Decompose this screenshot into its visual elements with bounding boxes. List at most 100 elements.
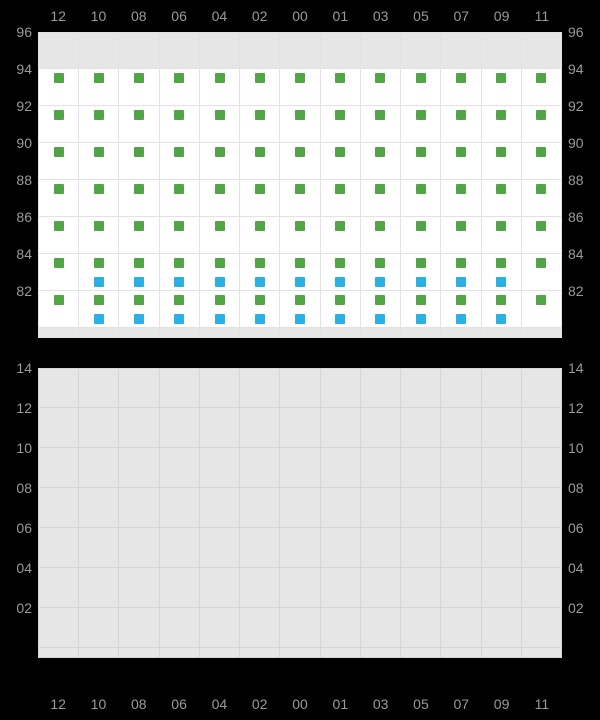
row-label: 14 — [566, 348, 596, 388]
grid-cell — [522, 254, 562, 291]
grid-cell — [240, 180, 280, 217]
grid-cell — [160, 648, 200, 658]
grid-cell — [38, 69, 79, 106]
marker-blue — [255, 314, 265, 324]
grid-cell — [482, 291, 522, 328]
grid-cell — [200, 328, 240, 338]
grid-cell — [522, 180, 562, 217]
column-label: 08 — [119, 696, 159, 712]
grid-cell — [482, 180, 522, 217]
grid-cell — [441, 488, 481, 528]
row-label: 04 — [566, 548, 596, 588]
marker-blue — [496, 314, 506, 324]
grid-cell — [79, 448, 119, 488]
column-label: 03 — [361, 696, 401, 712]
column-label: 01 — [320, 8, 360, 24]
grid-row — [38, 143, 562, 180]
marker-green — [215, 73, 225, 83]
grid-cell — [240, 328, 280, 338]
column-label: 10 — [78, 696, 118, 712]
marker-green — [496, 221, 506, 231]
grid-cell — [321, 488, 361, 528]
marker-blue — [134, 314, 144, 324]
grid-cell — [280, 291, 320, 328]
marker-green — [496, 110, 506, 120]
grid-cell — [401, 488, 441, 528]
grid-cell — [482, 217, 522, 254]
grid-cell — [482, 328, 522, 338]
grid-cell — [240, 648, 280, 658]
grid-cell — [240, 291, 280, 328]
column-label: 02 — [240, 696, 280, 712]
marker-green — [416, 184, 426, 194]
grid-cell — [321, 291, 361, 328]
column-label: 05 — [401, 8, 441, 24]
grid-cell — [240, 217, 280, 254]
marker-green — [174, 73, 184, 83]
marker-green — [54, 184, 64, 194]
grid-cell — [119, 291, 159, 328]
grid-cell — [401, 448, 441, 488]
grid-cell — [38, 180, 79, 217]
column-label: 08 — [119, 8, 159, 24]
column-label: 07 — [441, 696, 481, 712]
grid-row — [38, 568, 562, 608]
grid-cell — [401, 254, 441, 291]
marker-blue — [456, 314, 466, 324]
grid-cell — [401, 32, 441, 69]
grid-cell — [361, 488, 401, 528]
grid-cell — [119, 648, 159, 658]
grid-cell — [401, 291, 441, 328]
grid-cell — [522, 328, 562, 338]
grid-cell — [38, 143, 79, 180]
row-label: 92 — [566, 88, 596, 125]
grid-cell — [240, 448, 280, 488]
column-label: 06 — [159, 696, 199, 712]
grid-cell — [401, 106, 441, 143]
column-label: 04 — [199, 8, 239, 24]
grid-cell — [482, 408, 522, 448]
grid-cell — [160, 180, 200, 217]
grid-row — [38, 32, 562, 69]
grid-cell — [119, 69, 159, 106]
grid-cell — [321, 106, 361, 143]
marker-green — [536, 295, 546, 305]
seating-map: 12100806040200010305070911 9694929088868… — [0, 0, 600, 720]
grid-cell — [441, 106, 481, 143]
grid-cell — [38, 106, 79, 143]
marker-green — [134, 184, 144, 194]
grid-cell — [361, 568, 401, 608]
grid-cell — [160, 143, 200, 180]
grid-cell — [38, 368, 79, 408]
grid-cell — [321, 408, 361, 448]
grid-cell — [38, 254, 79, 291]
marker-green — [375, 221, 385, 231]
grid-cell — [361, 217, 401, 254]
column-label: 03 — [361, 8, 401, 24]
column-label: 00 — [280, 8, 320, 24]
grid-cell — [522, 143, 562, 180]
grid-cell — [160, 568, 200, 608]
marker-green — [496, 295, 506, 305]
marker-green — [54, 147, 64, 157]
marker-green — [255, 258, 265, 268]
grid-cell — [280, 608, 320, 648]
grid-row-half — [38, 328, 562, 347]
grid-cell — [441, 408, 481, 448]
grid-cell — [240, 568, 280, 608]
grid-cell — [119, 254, 159, 291]
grid-cell — [160, 488, 200, 528]
grid-cell — [361, 328, 401, 338]
row-label: 86 — [4, 199, 34, 236]
marker-green — [134, 73, 144, 83]
marker-blue — [174, 277, 184, 287]
marker-blue — [375, 277, 385, 287]
grid-cell — [280, 528, 320, 568]
grid-row — [38, 106, 562, 143]
row-label: 14 — [4, 348, 34, 388]
marker-blue — [335, 277, 345, 287]
grid-cell — [441, 608, 481, 648]
marker-blue — [134, 277, 144, 287]
grid-cell — [441, 180, 481, 217]
marker-green — [295, 110, 305, 120]
